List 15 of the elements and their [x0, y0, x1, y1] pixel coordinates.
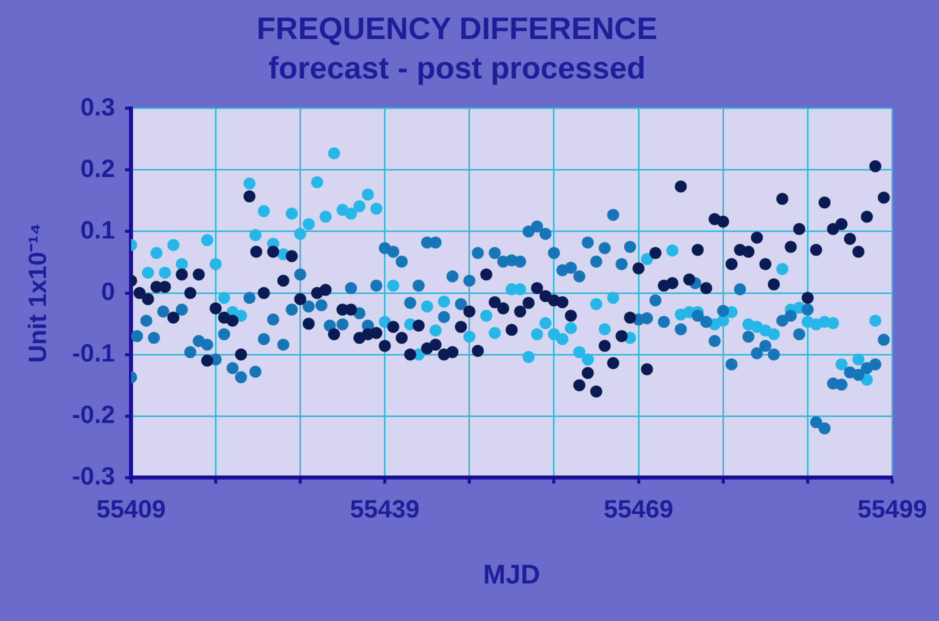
x-axis-title: MJD [483, 559, 540, 590]
x-tick-label: 55469 [604, 495, 674, 524]
y-tick-label: -0.2 [72, 400, 116, 429]
y-tick-label: -0.3 [72, 462, 116, 490]
y-tick-label: 0 [101, 278, 116, 306]
y-tick-label: 0.1 [80, 216, 116, 244]
chart-title: FREQUENCY DIFFERENCE [256, 11, 658, 46]
x-tick-label: 55439 [350, 495, 420, 524]
y-tick-label: 0.3 [80, 93, 116, 122]
x-tick-label: 55409 [96, 495, 166, 524]
y-tick-label: -0.1 [72, 339, 116, 368]
y-axis-title: Unit 1x10⁻¹⁴ [24, 223, 52, 363]
x-tick-label: 55499 [857, 495, 928, 524]
chart-subtitle: forecast - post processed [268, 50, 646, 86]
y-tick-label: 0.2 [80, 154, 116, 183]
